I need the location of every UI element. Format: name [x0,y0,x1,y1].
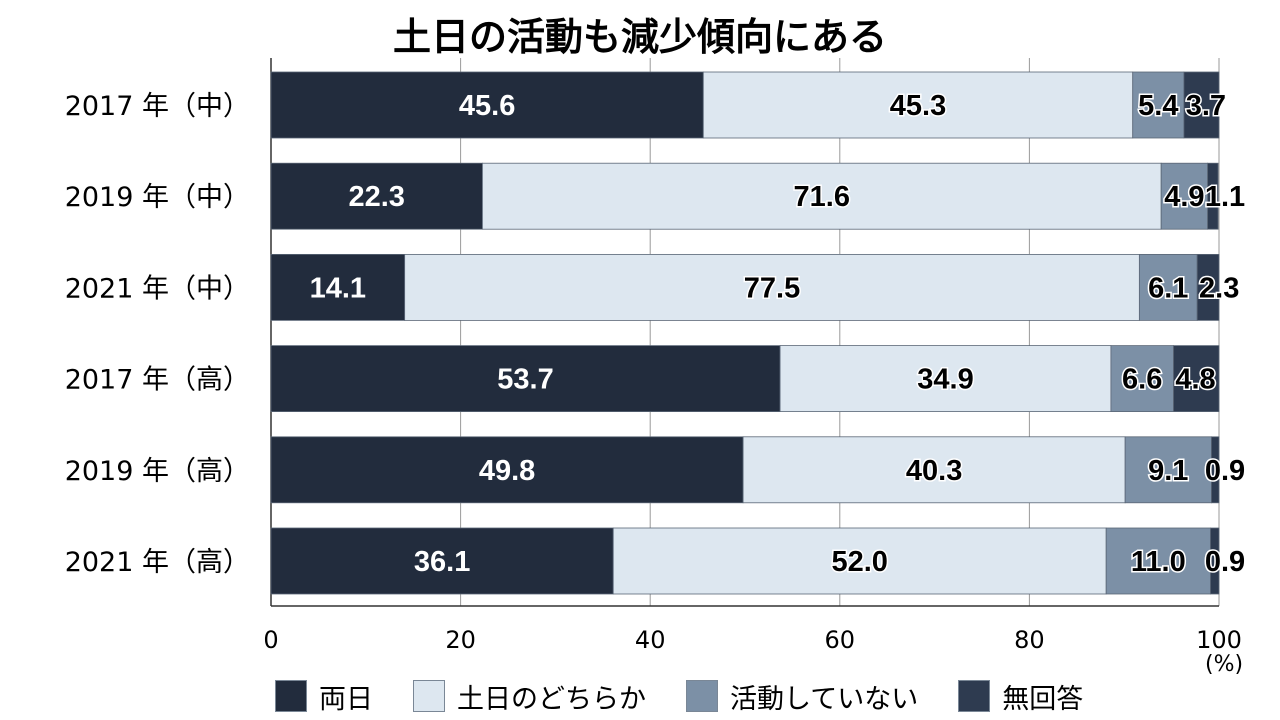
value-label: 0.9 [1205,455,1245,487]
bar-segment [779,345,1112,413]
legend-label-no-activity: 活動していない [730,683,919,715]
bar-segment [702,71,1134,139]
value-label: 9.1 [1148,455,1188,487]
legend-swatch-either-day [413,680,445,712]
legend-swatch-both-days [275,680,307,712]
bar-segment [1211,436,1220,504]
bar-segment [1124,436,1212,504]
value-label: 6.1 [1148,272,1188,304]
x-tick-label: 80 [1014,626,1045,654]
legend-label-either-day: 土日のどちらか [457,683,646,715]
x-tick-label: 60 [825,626,856,654]
bar-segment [270,345,781,413]
x-tick-label: 40 [635,626,666,654]
bar-segment [270,71,704,139]
value-label: 5.4 [1138,90,1178,122]
value-label: 1.1 [1205,181,1245,213]
legend-item-either-day: 土日のどちらか [413,677,646,716]
legend-item-no-activity: 活動していない [686,677,918,716]
bar-segment [270,162,483,230]
category-label: 2019 年（中） [65,182,250,213]
value-label: 3.7 [1186,90,1226,122]
value-label: 6.6 [1122,364,1162,396]
legend-swatch-no-answer [958,680,991,712]
bar-segment [270,436,744,504]
value-label: 77.5 [744,272,800,304]
bar-segment [1210,527,1220,595]
value-label: 14.1 [310,272,366,304]
bar-segment [404,253,1140,321]
x-tick-label: 100 [1196,626,1242,654]
value-label: 34.9 [917,364,973,396]
bar-segment [270,253,406,321]
category-label: 2017 年（高） [65,365,250,396]
legend-label-no-answer: 無回答 [1002,683,1084,715]
x-tick-label: 20 [445,626,476,654]
bar-segment [270,527,614,595]
chart-title: 土日の活動も減少傾向にある [392,15,887,59]
value-label: 11.0 [1131,546,1186,578]
x-tick-label: 0 [263,626,278,654]
value-label: 36.1 [414,546,470,578]
value-label: 52.0 [831,546,887,578]
value-label: 2.3 [1199,272,1239,304]
value-label: 49.8 [479,455,535,487]
legend-item-both-days: 両日 [275,677,373,716]
legend-label-both-days: 両日 [319,683,373,715]
category-label: 2021 年（高） [65,547,250,578]
bar-segment [482,162,1162,230]
bar-segment [1138,253,1198,321]
bar-segment [1196,253,1220,321]
value-label: 40.3 [906,455,962,487]
category-label: 2021 年（中） [65,273,250,304]
value-label: 22.3 [348,181,404,213]
legend-swatch-no-activity [686,680,718,712]
bar-segment [1110,345,1174,413]
legend-item-no-answer: 無回答 [958,677,1083,716]
value-label: 53.7 [497,364,553,396]
bar-segment [612,527,1107,595]
x-axis-unit: (%) [1205,652,1244,677]
bar-segment [1173,345,1220,413]
value-label: 71.6 [794,181,850,213]
value-label: 0.9 [1205,546,1245,578]
bar-segment [1183,71,1220,139]
category-label: 2017 年（中） [65,91,250,122]
bar-segment [742,436,1126,504]
bar-segment [1160,162,1209,230]
category-label: 2019 年（高） [65,456,250,487]
value-label: 4.9 [1164,181,1204,213]
value-label: 4.8 [1175,364,1215,396]
value-label: 45.6 [459,90,515,122]
bar-segment [1207,162,1219,230]
legend: 両日 土日のどちらか 活動していない 無回答 [275,676,1235,716]
value-label: 45.3 [890,90,946,122]
